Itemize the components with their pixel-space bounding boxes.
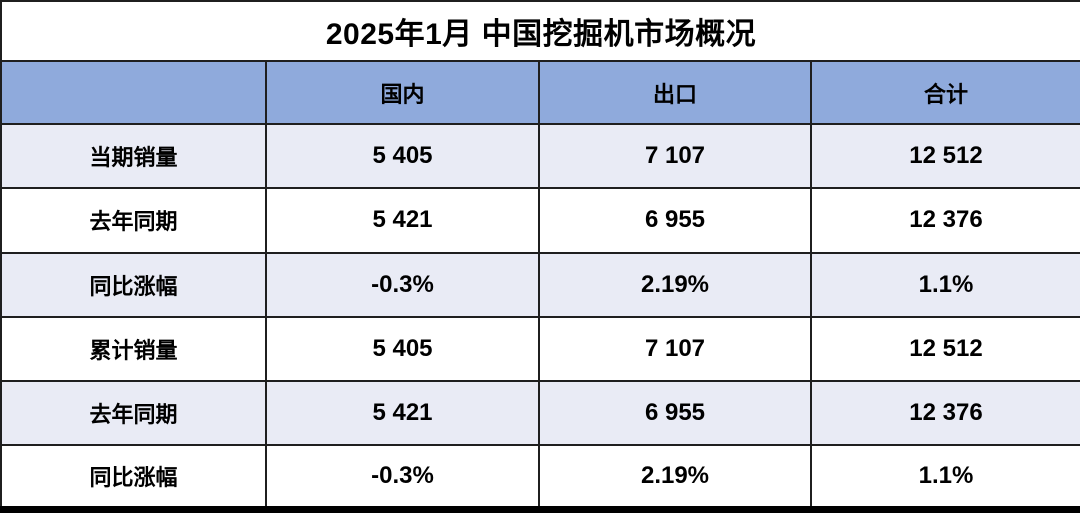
- cell-cumulative-export: 7 107: [538, 315, 812, 383]
- cell-yoy-domestic: -0.3%: [265, 251, 540, 318]
- cell-cumulative-yoy-total: 1.1%: [809, 444, 1080, 511]
- cell-last-year-domestic: 5 421: [265, 187, 540, 254]
- column-header-domestic: 国内: [265, 60, 540, 125]
- cell-last-year-total: 12 376: [809, 187, 1080, 254]
- table-row-cumulative-last-year: 去年同期 5 421 6 955 12 376: [0, 379, 1080, 447]
- cell-cumulative-last-year-total: 12 376: [809, 379, 1080, 447]
- title-row: 2025年1月 中国挖掘机市场概况: [0, 0, 1080, 62]
- table-row-current-sales: 当期销量 5 405 7 107 12 512: [0, 122, 1080, 190]
- row-label-yoy-change: 同比涨幅: [0, 251, 267, 318]
- column-header-empty: [0, 60, 267, 125]
- cell-cumulative-last-year-export: 6 955: [538, 379, 812, 447]
- row-label-current-sales: 当期销量: [0, 122, 267, 190]
- column-header-total: 合计: [809, 60, 1080, 125]
- cell-current-sales-total: 12 512: [809, 122, 1080, 190]
- row-label-cumulative-last-year: 去年同期: [0, 379, 267, 447]
- table-row-cumulative-yoy-change: 同比涨幅 -0.3% 2.19% 1.1%: [0, 444, 1080, 511]
- cell-cumulative-last-year-domestic: 5 421: [265, 379, 540, 447]
- cell-cumulative-yoy-domestic: -0.3%: [265, 444, 540, 511]
- column-header-row: 国内 出口 合计: [0, 60, 1080, 125]
- row-label-cumulative-sales: 累计销量: [0, 315, 267, 383]
- cell-last-year-export: 6 955: [538, 187, 812, 254]
- cell-yoy-export: 2.19%: [538, 251, 812, 318]
- cell-cumulative-total: 12 512: [809, 315, 1080, 383]
- row-label-cumulative-yoy-change: 同比涨幅: [0, 444, 267, 511]
- table-row-last-year-same-period: 去年同期 5 421 6 955 12 376: [0, 187, 1080, 254]
- column-header-export: 出口: [538, 60, 812, 125]
- table-row-cumulative-sales: 累计销量 5 405 7 107 12 512: [0, 315, 1080, 383]
- cell-yoy-total: 1.1%: [809, 251, 1080, 318]
- cell-current-sales-domestic: 5 405: [265, 122, 540, 190]
- table-title: 2025年1月 中国挖掘机市场概况: [0, 0, 1080, 62]
- table-row-yoy-change: 同比涨幅 -0.3% 2.19% 1.1%: [0, 251, 1080, 318]
- cell-cumulative-domestic: 5 405: [265, 315, 540, 383]
- cell-current-sales-export: 7 107: [538, 122, 812, 190]
- row-label-last-year-same-period: 去年同期: [0, 187, 267, 254]
- cell-cumulative-yoy-export: 2.19%: [538, 444, 812, 511]
